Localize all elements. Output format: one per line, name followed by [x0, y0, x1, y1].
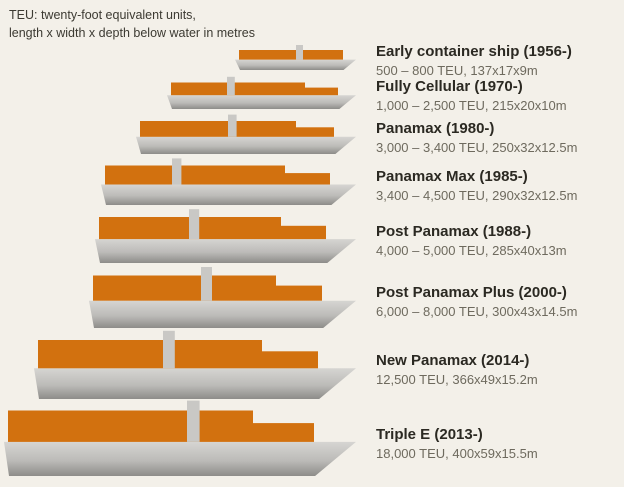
ship-label: Fully Cellular (1970-) 1,000 – 2,500 TEU… [376, 78, 606, 113]
ship-details: 3,000 – 3,400 TEU, 250x32x12.5m [376, 139, 578, 155]
ship-row: Panamax Max (1985-) 3,400 – 4,500 TEU, 2… [0, 158, 624, 205]
ship-name: Panamax (1980-) [376, 119, 495, 137]
ship-row: Panamax (1980-) 3,000 – 3,400 TEU, 250x3… [0, 114, 624, 155]
ship-row: Triple E (2013-) 18,000 TEU, 400x59x15.5… [0, 400, 624, 476]
ship-name: Panamax Max (1985-) [376, 167, 528, 185]
ship-label: New Panamax (2014-) 12,500 TEU, 366x49x1… [376, 352, 606, 387]
caption-line-1: TEU: twenty-foot equivalent units, [9, 8, 196, 22]
ship-row: Post Panamax (1988-) 4,000 – 5,000 TEU, … [0, 209, 624, 263]
ship-graphic [0, 330, 360, 399]
ship-row: Fully Cellular (1970-) 1,000 – 2,500 TEU… [0, 76, 624, 113]
ship-name: Triple E (2013-) [376, 425, 483, 443]
ship-name: Post Panamax (1988-) [376, 222, 532, 240]
ship-name: New Panamax (2014-) [376, 351, 530, 369]
ship-details: 12,500 TEU, 366x49x15.2m [376, 371, 538, 387]
ship-details: 18,000 TEU, 400x59x15.5m [376, 445, 538, 461]
ship-graphic [0, 266, 360, 328]
ship-graphic [0, 76, 360, 109]
ship-list: Early container ship (1956-) 500 – 800 T… [0, 43, 624, 476]
diagram-caption: TEU: twenty-foot equivalent units, lengt… [0, 0, 624, 42]
ship-details: 500 – 800 TEU, 137x17x9m [376, 62, 538, 78]
ship-name: Early container ship (1956-) [376, 42, 572, 60]
ship-row: Post Panamax Plus (2000-) 6,000 – 8,000 … [0, 266, 624, 328]
ship-graphic [0, 158, 360, 205]
ship-graphic [0, 209, 360, 263]
ship-label: Panamax Max (1985-) 3,400 – 4,500 TEU, 2… [376, 168, 606, 203]
ship-details: 6,000 – 8,000 TEU, 300x43x14.5m [376, 303, 578, 319]
ship-row: Early container ship (1956-) 500 – 800 T… [0, 43, 624, 78]
ship-details: 3,400 – 4,500 TEU, 290x32x12.5m [376, 187, 578, 203]
ship-row: New Panamax (2014-) 12,500 TEU, 366x49x1… [0, 330, 624, 399]
ship-label: Early container ship (1956-) 500 – 800 T… [376, 43, 606, 78]
ship-details: 1,000 – 2,500 TEU, 215x20x10m [376, 97, 567, 113]
ship-graphic [0, 45, 360, 70]
ship-label: Triple E (2013-) 18,000 TEU, 400x59x15.5… [376, 426, 606, 461]
caption-line-2: length x width x depth below water in me… [9, 25, 255, 40]
ship-name: Fully Cellular (1970-) [376, 77, 523, 95]
ship-label: Post Panamax Plus (2000-) 6,000 – 8,000 … [376, 284, 606, 319]
ship-details: 4,000 – 5,000 TEU, 285x40x13m [376, 242, 567, 258]
ship-graphic [0, 400, 360, 476]
ship-label: Panamax (1980-) 3,000 – 3,400 TEU, 250x3… [376, 120, 606, 155]
ship-graphic [0, 114, 360, 154]
ship-name: Post Panamax Plus (2000-) [376, 283, 567, 301]
ship-label: Post Panamax (1988-) 4,000 – 5,000 TEU, … [376, 223, 606, 258]
